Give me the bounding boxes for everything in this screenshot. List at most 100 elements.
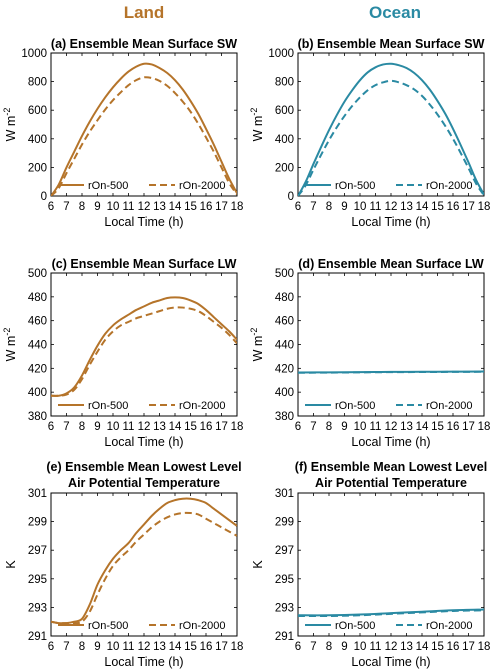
x-axis-label: Local Time (h) xyxy=(351,215,430,229)
legend-label: rOn-500 xyxy=(335,620,375,632)
x-tick-label: 15 xyxy=(184,641,197,653)
x-tick-label: 6 xyxy=(295,201,301,213)
y-tick-label: 600 xyxy=(28,105,47,117)
y-tick-label: 400 xyxy=(275,134,294,146)
x-tick-label: 14 xyxy=(169,201,182,213)
x-tick-label: 16 xyxy=(200,641,213,653)
x-tick-label: 17 xyxy=(215,421,228,433)
x-axis-label: Local Time (h) xyxy=(104,435,183,449)
x-tick-label: 18 xyxy=(231,421,244,433)
x-tick-label: 10 xyxy=(107,201,120,213)
x-tick-label: 11 xyxy=(370,421,382,433)
x-tick-label: 14 xyxy=(169,641,182,653)
y-axis-label: W m-2 xyxy=(249,328,265,362)
plot-frame xyxy=(297,272,485,417)
x-tick-label: 12 xyxy=(138,421,151,433)
legend-label: rOn-2000 xyxy=(179,180,225,192)
x-tick-label: 7 xyxy=(310,641,316,653)
x-tick-label: 9 xyxy=(94,421,100,433)
x-tick-label: 6 xyxy=(48,201,54,213)
x-tick-label: 14 xyxy=(416,421,429,433)
series-line-rOn-2000 xyxy=(298,609,484,618)
legend-label: rOn-2000 xyxy=(179,620,225,632)
y-tick-label: 297 xyxy=(275,545,294,557)
x-tick-label: 11 xyxy=(123,201,135,213)
x-tick-label: 8 xyxy=(326,421,332,433)
x-tick-label: 7 xyxy=(310,201,316,213)
x-tick-label: 15 xyxy=(431,641,444,653)
y-tick-label: 800 xyxy=(28,77,47,89)
x-tick-label: 12 xyxy=(385,641,398,653)
chart-panel-1: (b) Ensemble Mean Surface SW 6 7 8 9 10 11 12 13… xyxy=(249,37,490,229)
y-tick-label: 299 xyxy=(275,517,294,529)
x-axis-label: Local Time (h) xyxy=(104,215,183,229)
x-tick-label: 13 xyxy=(153,201,166,213)
chart-panels: (a) Ensemble Mean Surface SW6 7 8 9 10 11 12 13… xyxy=(2,37,490,669)
chart-title: (c) Ensemble Mean Surface LW xyxy=(52,257,237,271)
y-tick-label: 440 xyxy=(28,340,47,352)
x-tick-label: 18 xyxy=(478,201,491,213)
x-tick-label: 16 xyxy=(200,201,213,213)
y-tick-label: 800 xyxy=(275,77,294,89)
y-axis-label: W m-2 xyxy=(2,328,18,362)
y-tick-label: 297 xyxy=(28,545,47,557)
y-tick-label: 600 xyxy=(275,105,294,117)
y-tick-label: 480 xyxy=(28,292,47,304)
x-tick-label: 8 xyxy=(79,641,85,653)
x-tick-label: 7 xyxy=(63,641,69,653)
x-tick-label: 15 xyxy=(431,201,444,213)
legend-label: rOn-2000 xyxy=(426,180,472,192)
chart-title: (f) Ensemble Mean Lowest Level xyxy=(295,460,487,474)
x-tick-label: 18 xyxy=(478,641,491,653)
x-tick-label: 12 xyxy=(385,421,398,433)
y-tick-label: 301 xyxy=(275,488,294,500)
chart-title: Air Potential Temperature xyxy=(68,476,220,490)
chart-title: (a) Ensemble Mean Surface SW xyxy=(51,37,237,51)
legend-label: rOn-500 xyxy=(88,400,128,412)
x-tick-label: 10 xyxy=(354,201,367,213)
legend-label: rOn-2000 xyxy=(179,400,225,412)
x-tick-label: 6 xyxy=(295,641,301,653)
x-tick-label: 11 xyxy=(370,641,382,653)
x-tick-label: 9 xyxy=(94,641,100,653)
y-tick-label: 500 xyxy=(275,268,294,280)
y-tick-label: 295 xyxy=(28,574,47,586)
chart-title: Air Potential Temperature xyxy=(315,476,467,490)
column-header-ocean: Ocean xyxy=(369,3,421,22)
x-tick-label: 10 xyxy=(354,421,367,433)
x-tick-label: 11 xyxy=(123,421,135,433)
legend-label: rOn-500 xyxy=(88,180,128,192)
x-tick-label: 18 xyxy=(231,641,244,653)
x-tick-label: 18 xyxy=(478,421,491,433)
x-axis-label: Local Time (h) xyxy=(351,435,430,449)
y-tick-label: 200 xyxy=(275,162,294,174)
x-tick-label: 12 xyxy=(385,201,398,213)
legend-label: rOn-2000 xyxy=(426,400,472,412)
x-tick-label: 9 xyxy=(341,421,347,433)
x-axis-label: Local Time (h) xyxy=(104,655,183,669)
chart-title: (d) Ensemble Mean Surface LW xyxy=(298,257,484,271)
x-axis-label: Local Time (h) xyxy=(351,655,430,669)
y-axis-label: K xyxy=(4,560,18,569)
x-tick-label: 8 xyxy=(79,201,85,213)
chart-panel-5: (f) Ensemble Mean Lowest Level Air Potent… xyxy=(251,460,490,669)
x-tick-label: 13 xyxy=(400,201,413,213)
x-tick-label: 8 xyxy=(326,641,332,653)
x-tick-label: 13 xyxy=(400,641,413,653)
x-tick-label: 10 xyxy=(107,641,120,653)
series-line-rOn-2000 xyxy=(51,306,237,397)
x-tick-label: 13 xyxy=(153,421,166,433)
y-tick-label: 1000 xyxy=(268,48,294,60)
y-tick-label: 291 xyxy=(275,631,294,643)
legend-label: rOn-500 xyxy=(335,180,375,192)
y-tick-label: 400 xyxy=(28,387,47,399)
y-tick-label: 0 xyxy=(288,191,294,203)
x-tick-label: 17 xyxy=(462,641,475,653)
y-tick-label: 1000 xyxy=(21,48,47,60)
y-tick-label: 420 xyxy=(28,363,47,375)
x-tick-label: 6 xyxy=(48,421,54,433)
y-tick-label: 295 xyxy=(275,574,294,586)
series-line-rOn-2000 xyxy=(51,511,237,625)
x-tick-label: 8 xyxy=(326,201,332,213)
